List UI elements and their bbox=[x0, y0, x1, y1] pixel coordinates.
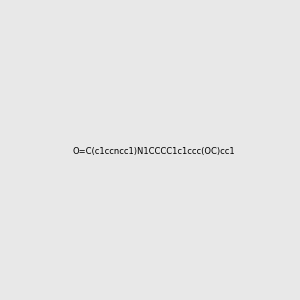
Text: O=C(c1ccncc1)N1CCCC1c1ccc(OC)cc1: O=C(c1ccncc1)N1CCCC1c1ccc(OC)cc1 bbox=[72, 147, 235, 156]
